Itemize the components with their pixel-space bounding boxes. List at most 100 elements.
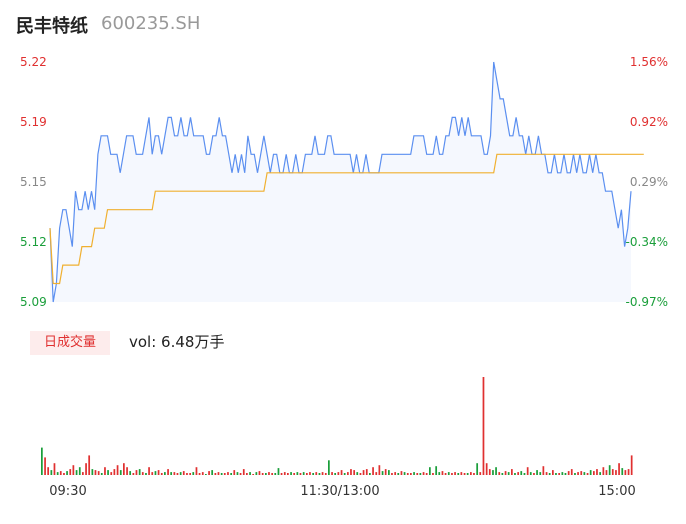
volume-bar	[217, 472, 220, 475]
volume-bar	[258, 471, 261, 475]
volume-bar	[356, 472, 359, 475]
volume-bar	[406, 473, 409, 475]
volume-bar	[318, 473, 321, 475]
volume-bar	[186, 473, 188, 475]
volume-bar	[511, 469, 513, 475]
volume-bar	[413, 472, 415, 475]
volume-bar	[397, 473, 400, 475]
volume-bar	[627, 469, 630, 475]
y-tick-pct-0.92%: 0.92%	[630, 115, 668, 129]
volume-bar	[599, 472, 602, 475]
volume-bar	[545, 472, 548, 475]
volume-bar	[249, 472, 251, 475]
volume-bar	[425, 473, 428, 475]
volume-bar	[145, 473, 147, 475]
volume-bar	[69, 469, 72, 475]
volume-bar	[167, 469, 169, 475]
volume-bar	[583, 472, 586, 475]
volume-bar	[429, 467, 431, 475]
y-tick-price-5.12: 5.12	[20, 235, 47, 249]
volume-bar	[227, 472, 229, 475]
volume-bar	[438, 472, 441, 475]
volume-bar	[223, 473, 226, 475]
volume-bar	[605, 470, 608, 475]
volume-bar	[596, 469, 598, 475]
y-tick-pct-1.56%: 1.56%	[630, 55, 668, 69]
daily-volume-tab[interactable]: 日成交量	[30, 331, 110, 355]
volume-bar	[567, 471, 570, 475]
volume-bar	[476, 463, 479, 475]
volume-bar	[454, 472, 456, 475]
volume-bar	[378, 465, 381, 475]
volume-bar	[517, 472, 520, 475]
volume-bar	[309, 472, 311, 475]
volume-bar	[271, 473, 274, 475]
volume-bar	[173, 472, 176, 475]
volume-bar	[539, 472, 542, 475]
volume-bar	[135, 470, 138, 475]
volume-bar	[441, 471, 444, 475]
volume-bar	[618, 463, 620, 475]
volume-bar	[148, 467, 150, 475]
volume-bar	[230, 473, 233, 475]
volume-bar	[208, 471, 210, 475]
volume-bar	[255, 472, 258, 475]
volume-bar	[542, 466, 545, 475]
volume-bar	[451, 473, 453, 475]
volume-bar	[331, 472, 333, 475]
volume-bar	[129, 471, 132, 475]
volume-bars-group	[41, 377, 633, 475]
volume-bar	[463, 473, 466, 475]
y-tick-pct--0.97%: -0.97%	[626, 295, 668, 309]
volume-bar	[350, 469, 352, 475]
x-axis-labels: 09:30 11:30/13:00 15:00	[49, 484, 635, 499]
volume-bar	[176, 473, 179, 475]
volume-bar	[132, 473, 135, 475]
volume-bar	[334, 473, 337, 475]
volume-bar	[75, 470, 78, 475]
stock-name: 民丰特纸	[16, 16, 88, 37]
volume-bar	[558, 473, 561, 475]
volume-bar	[78, 467, 81, 475]
volume-bar	[536, 470, 538, 475]
x-tick-11:30/13:00: 11:30/13:00	[300, 484, 379, 499]
volume-bar	[290, 472, 292, 475]
y-tick-pct--0.34%: -0.34%	[626, 235, 668, 249]
volume-bar	[324, 473, 327, 475]
volume-bar	[375, 472, 378, 475]
volume-bar	[498, 472, 501, 475]
volume-bar	[602, 467, 605, 475]
volume-bar	[170, 472, 173, 475]
volume-bar	[526, 467, 529, 475]
volume-bar	[50, 470, 53, 475]
volume-bar	[444, 473, 447, 475]
volume-bar	[473, 473, 475, 475]
volume-bar	[410, 473, 412, 475]
volume-bar	[466, 473, 469, 475]
volume-bar	[157, 470, 160, 475]
volume-bar	[435, 466, 438, 475]
volume-bar	[514, 473, 516, 475]
volume-bar	[164, 472, 166, 475]
volume-readout: vol: 6.48万手	[129, 333, 225, 351]
volume-bar	[220, 473, 223, 475]
volume-bar	[236, 472, 239, 475]
volume-bar	[306, 473, 308, 475]
volume-bar	[419, 473, 422, 475]
volume-bar	[470, 472, 472, 475]
volume-bar	[343, 473, 346, 475]
volume-bar	[82, 472, 84, 475]
volume-bar	[59, 471, 62, 475]
volume-bar	[504, 471, 507, 475]
volume-bar	[520, 471, 523, 475]
volume-bar	[580, 471, 583, 475]
volume-bar	[141, 472, 144, 475]
volume-bar	[233, 470, 236, 475]
volume-bar	[242, 469, 245, 475]
volume-bar	[529, 472, 532, 475]
volume-bar	[460, 472, 463, 475]
volume-bar	[488, 469, 491, 475]
y-axis-labels: 5.22 1.56% 5.19 0.92% 5.15 0.29% 5.12 -0.34% 5.0…	[20, 55, 668, 309]
volume-bar	[365, 469, 368, 475]
volume-bar	[201, 472, 204, 475]
